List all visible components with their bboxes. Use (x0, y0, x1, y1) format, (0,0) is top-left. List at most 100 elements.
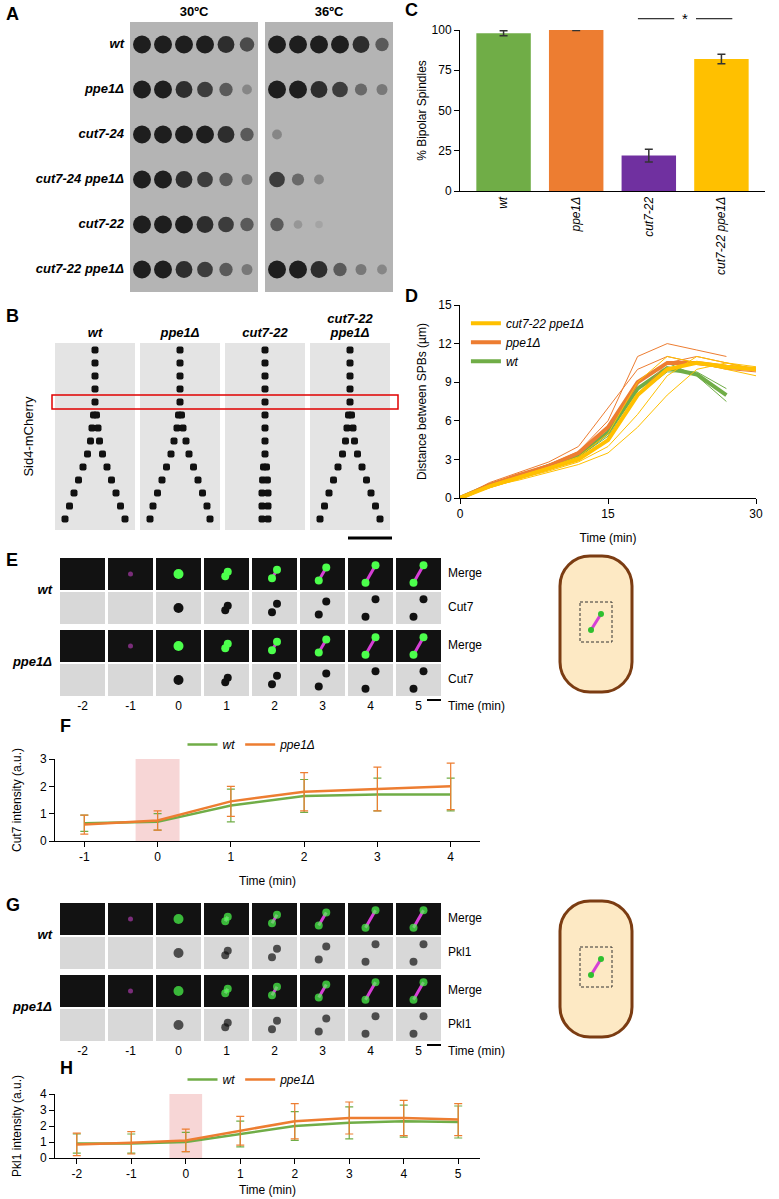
svg-text:2: 2 (271, 1044, 278, 1058)
svg-text:cut7-22 ppe1Δ: cut7-22 ppe1Δ (714, 197, 728, 275)
svg-text:wt: wt (223, 1073, 236, 1087)
svg-text:H: H (60, 1058, 73, 1078)
svg-text:Time (min): Time (min) (580, 531, 637, 545)
svg-text:25: 25 (438, 144, 452, 158)
svg-text:-1: -1 (79, 850, 90, 864)
svg-text:cut7-22 ppe1Δ: cut7-22 ppe1Δ (506, 317, 584, 331)
svg-text:36ºC: 36ºC (315, 4, 344, 19)
svg-text:2: 2 (271, 699, 278, 713)
svg-text:A: A (6, 4, 19, 24)
svg-text:2: 2 (301, 850, 308, 864)
svg-text:Sid4-mCherry: Sid4-mCherry (21, 396, 36, 477)
svg-text:Merge: Merge (448, 638, 482, 652)
svg-text:4: 4 (367, 699, 374, 713)
svg-text:wt: wt (88, 325, 103, 340)
svg-text:3: 3 (374, 850, 381, 864)
svg-text:-1: -1 (125, 699, 136, 713)
svg-text:Cut7 intensity (a.u.): Cut7 intensity (a.u.) (10, 748, 24, 852)
svg-text:3: 3 (40, 752, 47, 766)
svg-text:Merge: Merge (448, 911, 482, 925)
svg-text:1: 1 (237, 1167, 244, 1181)
svg-text:wt: wt (506, 355, 519, 369)
svg-text:2: 2 (291, 1167, 298, 1181)
svg-text:0: 0 (445, 491, 452, 505)
svg-text:2: 2 (40, 780, 47, 794)
svg-text:5: 5 (415, 699, 422, 713)
svg-text:4: 4 (367, 1044, 374, 1058)
svg-text:Cut7: Cut7 (448, 672, 474, 686)
svg-text:cut7-22: cut7-22 (642, 196, 656, 236)
svg-text:G: G (6, 895, 20, 915)
svg-text:0: 0 (40, 1151, 47, 1165)
svg-text:-1: -1 (125, 1044, 136, 1058)
svg-text:Merge: Merge (448, 983, 482, 997)
svg-text:B: B (6, 306, 19, 326)
svg-text:Time (min): Time (min) (448, 699, 505, 713)
svg-text:-2: -2 (71, 1167, 82, 1181)
svg-text:1: 1 (40, 1135, 47, 1149)
svg-text:cut7-22 ppe1Δ: cut7-22 ppe1Δ (36, 261, 124, 276)
svg-text:6: 6 (445, 414, 452, 428)
svg-text:wt: wt (38, 582, 53, 597)
svg-text:Time (min): Time (min) (448, 1044, 505, 1058)
svg-text:3: 3 (319, 699, 326, 713)
svg-text:0: 0 (457, 507, 464, 521)
svg-text:C: C (405, 0, 418, 20)
svg-text:4: 4 (447, 850, 454, 864)
svg-text:0: 0 (40, 834, 47, 848)
svg-text:cut7-22: cut7-22 (327, 311, 373, 326)
svg-text:cut7-24: cut7-24 (78, 126, 124, 141)
svg-text:Pkl1 intensity (a.u.): Pkl1 intensity (a.u.) (10, 1075, 24, 1177)
svg-text:0: 0 (175, 699, 182, 713)
svg-text:3: 3 (346, 1167, 353, 1181)
svg-text:Pkl1: Pkl1 (448, 945, 472, 959)
svg-text:Pkl1: Pkl1 (448, 1017, 472, 1031)
svg-text:wt: wt (110, 36, 125, 51)
svg-text:ppe1Δ: ppe1Δ (279, 1073, 315, 1087)
svg-text:0: 0 (154, 850, 161, 864)
svg-text:E: E (6, 550, 18, 570)
svg-text:50: 50 (438, 104, 452, 118)
svg-text:3: 3 (319, 1044, 326, 1058)
svg-text:4: 4 (400, 1167, 407, 1181)
svg-text:-1: -1 (126, 1167, 137, 1181)
svg-text:cut7-24 ppe1Δ: cut7-24 ppe1Δ (36, 171, 124, 186)
svg-text:1: 1 (223, 1044, 230, 1058)
svg-text:1: 1 (40, 807, 47, 821)
svg-text:75: 75 (438, 63, 452, 77)
svg-text:3: 3 (40, 1103, 47, 1117)
svg-text:ppe1Δ: ppe1Δ (12, 654, 52, 669)
svg-text:0: 0 (175, 1044, 182, 1058)
svg-text:2: 2 (40, 1119, 47, 1133)
svg-text:D: D (405, 286, 418, 306)
svg-text:Distance between SPBs (µm): Distance between SPBs (µm) (415, 323, 429, 480)
svg-text:wt: wt (496, 196, 510, 209)
svg-text:15: 15 (601, 507, 615, 521)
svg-text:30: 30 (749, 507, 763, 521)
svg-text:ppe1Δ: ppe1Δ (505, 336, 541, 350)
svg-text:ppe1Δ: ppe1Δ (12, 999, 52, 1014)
svg-text:ppe1Δ: ppe1Δ (279, 738, 315, 752)
svg-text:30ºC: 30ºC (180, 4, 209, 19)
svg-text:wt: wt (38, 927, 53, 942)
svg-text:ppe1Δ: ppe1Δ (569, 197, 583, 233)
svg-text:cut7-22: cut7-22 (242, 325, 288, 340)
svg-text:Time (min): Time (min) (239, 874, 296, 888)
svg-text:*: * (682, 10, 688, 27)
svg-text:5: 5 (455, 1167, 462, 1181)
svg-text:0: 0 (182, 1167, 189, 1181)
svg-text:0: 0 (445, 184, 452, 198)
svg-text:1: 1 (228, 850, 235, 864)
svg-text:F: F (60, 716, 71, 736)
svg-text:cut7-22: cut7-22 (78, 216, 124, 231)
svg-text:15: 15 (438, 298, 452, 312)
svg-text:5: 5 (415, 1044, 422, 1058)
svg-text:ppe1Δ: ppe1Δ (84, 81, 124, 96)
svg-text:100: 100 (432, 23, 452, 37)
svg-text:-2: -2 (77, 699, 88, 713)
svg-text:1: 1 (223, 699, 230, 713)
svg-text:9: 9 (445, 375, 452, 389)
svg-text:wt: wt (223, 738, 236, 752)
svg-text:ppe1Δ: ppe1Δ (159, 325, 199, 340)
svg-text:Merge: Merge (448, 566, 482, 580)
